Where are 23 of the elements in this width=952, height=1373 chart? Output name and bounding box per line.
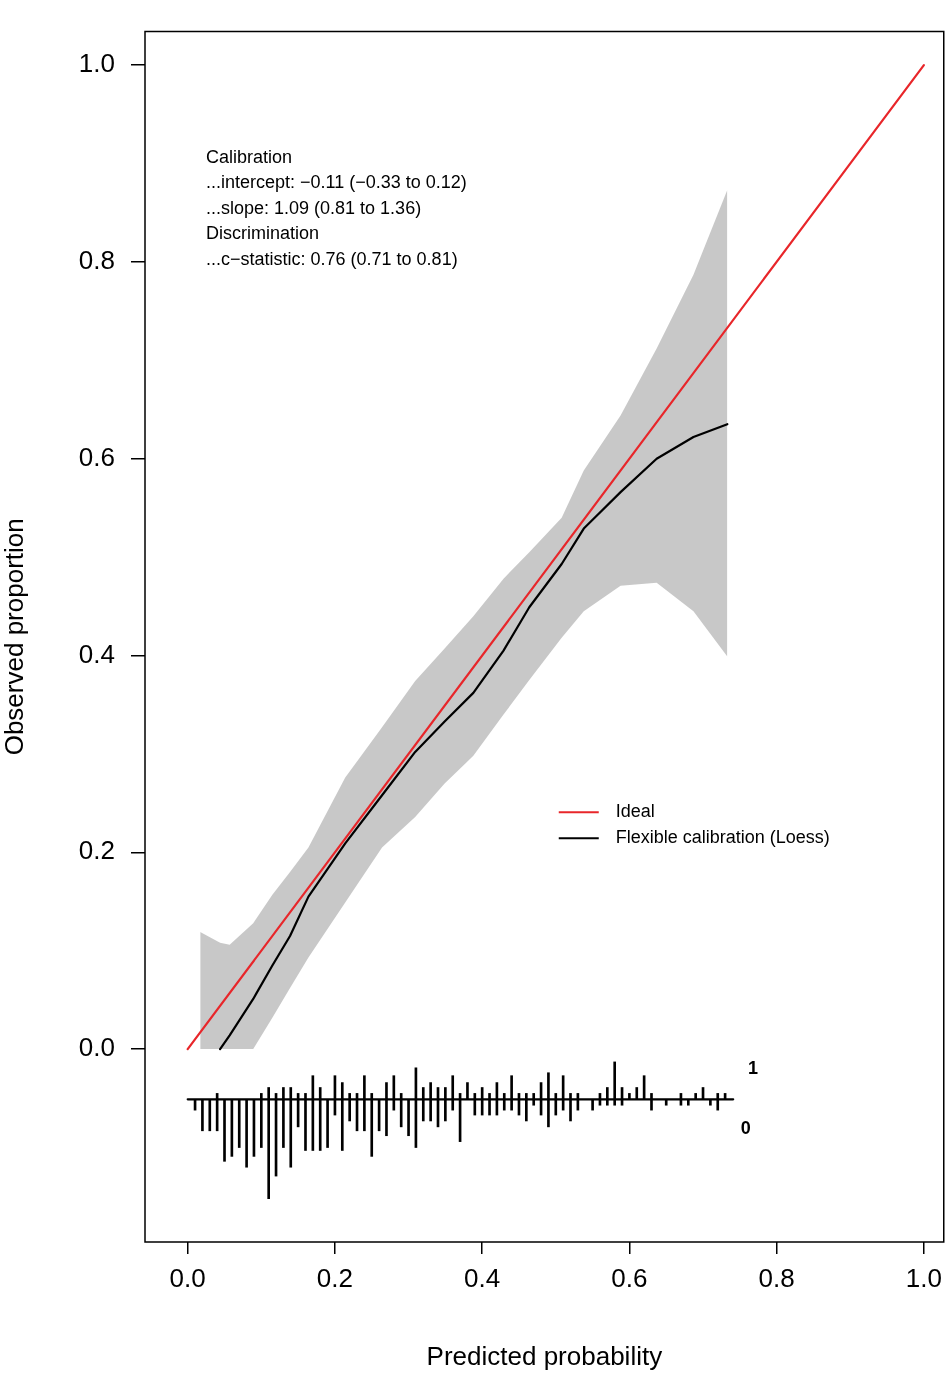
x-tick-label: 0.4 <box>464 1262 501 1293</box>
y-axis-title: Observed proportion <box>0 518 29 756</box>
y-tick-label: 0.4 <box>78 638 115 669</box>
y-tick-label: 0.6 <box>78 441 115 472</box>
annotation: Calibration <box>206 146 293 167</box>
x-axis-title: Predicted probability <box>426 1340 663 1371</box>
annotation: ...intercept: −0.11 (−0.33 to 0.12) <box>206 172 467 193</box>
x-tick-label: 0.8 <box>758 1262 795 1293</box>
series-label: 1 <box>748 1058 759 1079</box>
legend-label: Flexible calibration (Loess) <box>615 827 830 848</box>
y-tick-label: 0.2 <box>78 835 115 866</box>
x-tick-label: 1.0 <box>905 1262 942 1293</box>
annotation: ...c−statistic: 0.76 (0.71 to 0.81) <box>206 248 458 269</box>
x-tick-label: 0.2 <box>316 1262 354 1293</box>
annotation: Discrimination <box>206 223 320 244</box>
y-tick-label: 1.0 <box>78 48 115 79</box>
x-tick-label: 0.6 <box>611 1262 648 1293</box>
x-tick-label: 0.0 <box>169 1262 206 1293</box>
legend-label: Ideal <box>615 801 655 822</box>
y-tick-label: 0.8 <box>78 245 115 276</box>
annotation: ...slope: 1.09 (0.81 to 1.36) <box>206 197 422 218</box>
y-tick-label: 0.0 <box>78 1032 115 1063</box>
series-label: 0 <box>740 1118 751 1139</box>
